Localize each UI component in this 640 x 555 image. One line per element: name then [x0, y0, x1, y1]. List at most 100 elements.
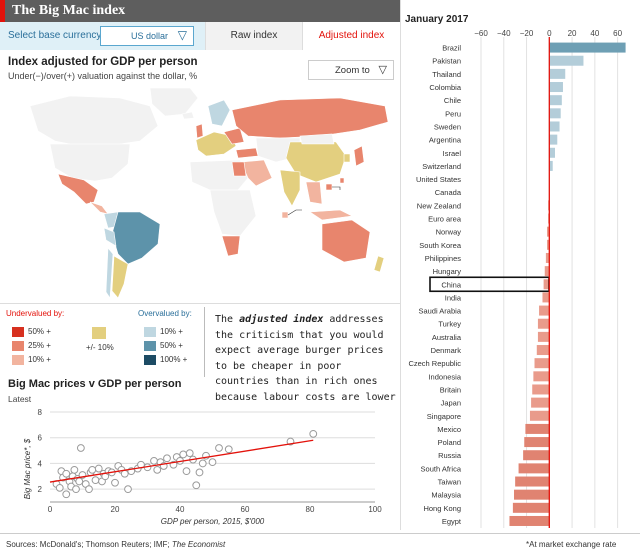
- map-region-peru[interactable]: [103, 227, 117, 247]
- legend-over-title: Overvalued by:: [138, 309, 192, 318]
- scatter-point: [195, 468, 204, 477]
- bar: [545, 252, 550, 263]
- map-region-britain[interactable]: [195, 123, 204, 139]
- category-label: Poland: [438, 438, 461, 447]
- bar: [525, 423, 550, 434]
- map-region-middle-east[interactable]: [241, 159, 273, 187]
- map-region-china[interactable]: [285, 141, 347, 183]
- map-region-brazil[interactable]: [111, 211, 161, 265]
- bar: [523, 450, 550, 461]
- map-region-southeast-asia[interactable]: [305, 181, 323, 205]
- currency-dropdown[interactable]: US dollar ▽: [100, 26, 194, 46]
- map-region-norway-sweden[interactable]: [207, 99, 231, 127]
- scatter-point: [70, 465, 79, 474]
- map-region-indonesia[interactable]: [309, 209, 354, 221]
- tab-adjusted-index[interactable]: Adjusted index: [302, 22, 400, 50]
- legend-swatch-under50: [12, 327, 24, 337]
- category-label: Philippines: [425, 254, 462, 263]
- category-label: Britain: [440, 385, 461, 394]
- bar: [533, 371, 550, 382]
- zoom-dropdown[interactable]: Zoom to ▽: [308, 60, 394, 80]
- sources-text: Sources: McDonald's; Thomson Reuters; IM…: [6, 540, 225, 549]
- map-region-eastern-europe[interactable]: [223, 127, 245, 145]
- bar: [549, 55, 584, 66]
- bar: [532, 384, 550, 395]
- scatter-point: [224, 445, 233, 454]
- map-region-argentina[interactable]: [111, 255, 129, 299]
- legend-label-under50: 50% +: [28, 327, 51, 336]
- x-tick-label: 40: [590, 29, 599, 38]
- scatter-point: [182, 467, 191, 476]
- legend-swatch-over50: [144, 341, 156, 351]
- category-label: Hungary: [433, 267, 462, 276]
- map-region-japan[interactable]: [353, 145, 365, 167]
- map-region-iceland[interactable]: [181, 111, 195, 120]
- map-region-india[interactable]: [279, 169, 301, 207]
- bar-chart[interactable]: January 2017 −60 −40 −20 0 20 40 60 Brazil Pakist…: [401, 0, 640, 530]
- map-region-euro-area[interactable]: [195, 131, 237, 157]
- legend-label-neutral: +/- 10%: [86, 343, 114, 352]
- map-region-russia[interactable]: [231, 97, 389, 139]
- x-tick-label: 100: [368, 505, 382, 514]
- legend-swatch-under25: [12, 341, 24, 351]
- map-region-new-zealand[interactable]: [373, 255, 385, 273]
- map-region-greenland[interactable]: [149, 87, 199, 117]
- currency-label: Select base currency:: [8, 30, 105, 41]
- bar: [547, 239, 550, 250]
- chevron-down-icon: ▽: [177, 28, 187, 42]
- map-region-egypt[interactable]: [231, 161, 247, 177]
- category-label: Mexico: [437, 425, 461, 434]
- map-region-usa[interactable]: [49, 143, 131, 182]
- bar: [549, 134, 558, 145]
- map-region-mexico[interactable]: [57, 173, 99, 205]
- x-tick-label: 20: [111, 505, 120, 514]
- currency-selector: Select base currency: US dollar ▽: [0, 22, 205, 50]
- bar: [549, 82, 563, 93]
- currency-value: US dollar: [131, 31, 169, 41]
- scatter-point: [85, 485, 93, 494]
- map-region-south-africa[interactable]: [221, 235, 241, 257]
- bar: [549, 147, 555, 158]
- y-tick-label: 4: [38, 459, 43, 468]
- map-region-central-africa[interactable]: [209, 189, 257, 237]
- category-label: Peru: [445, 109, 461, 118]
- legend-swatch-neutral: [92, 327, 106, 339]
- x-tick-label: 40: [176, 505, 185, 514]
- map-region-turkey[interactable]: [235, 147, 259, 159]
- bar: [549, 42, 626, 53]
- category-label: Turkey: [438, 320, 461, 329]
- scatter-point: [150, 456, 158, 465]
- x-tick-label: 60: [613, 29, 622, 38]
- map-title: Index adjusted for GDP per person: [8, 56, 198, 68]
- tab-raw-index[interactable]: Raw index: [205, 22, 302, 50]
- map-region-taiwan[interactable]: [339, 177, 345, 184]
- map-region-singapore[interactable]: [281, 211, 289, 219]
- category-label: Israel: [443, 149, 462, 158]
- bar: [549, 108, 561, 119]
- x-tick-label: 80: [306, 505, 315, 514]
- scatter-point: [94, 464, 103, 473]
- map-region-central-america[interactable]: [89, 201, 109, 215]
- x-tick-label: 60: [241, 505, 250, 514]
- map-region-hong-kong[interactable]: [325, 183, 333, 191]
- map-region-chile[interactable]: [105, 247, 114, 299]
- map-region-australia[interactable]: [321, 219, 371, 263]
- category-label: Hong Kong: [423, 504, 461, 513]
- map-region-mongolia[interactable]: [299, 133, 335, 145]
- category-label: Malaysia: [431, 491, 461, 500]
- category-label: New Zealand: [417, 201, 461, 210]
- x-tick-label: 0: [48, 505, 53, 514]
- bar: [515, 476, 550, 487]
- bar: [531, 397, 550, 408]
- y-tick-label: 6: [38, 434, 43, 443]
- map-region-canada[interactable]: [29, 95, 159, 147]
- scatter-point: [88, 465, 97, 474]
- y-tick-label: 8: [38, 408, 43, 417]
- scatter-point: [179, 450, 188, 459]
- world-map[interactable]: [0, 86, 400, 301]
- scatter-subtitle: Latest: [8, 394, 32, 404]
- map-region-korea[interactable]: [343, 153, 351, 163]
- footer-rule: [0, 533, 640, 534]
- category-label: Saudi Arabia: [418, 307, 461, 316]
